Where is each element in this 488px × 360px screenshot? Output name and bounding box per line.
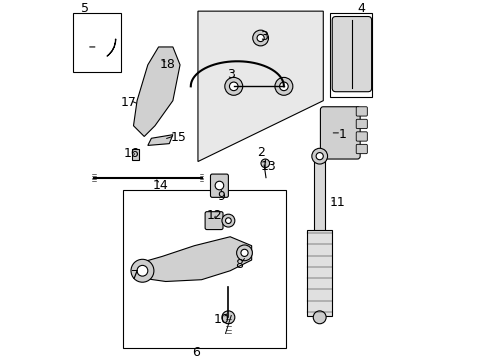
Circle shape <box>261 159 269 168</box>
Bar <box>306 230 331 315</box>
Bar <box>330 13 371 97</box>
Circle shape <box>222 311 234 324</box>
Circle shape <box>257 35 264 42</box>
Text: 16: 16 <box>123 147 139 160</box>
Text: 2: 2 <box>256 146 264 159</box>
Text: 15: 15 <box>170 131 186 144</box>
Text: 9: 9 <box>217 190 224 203</box>
Polygon shape <box>147 135 173 145</box>
Text: 6: 6 <box>192 346 200 359</box>
Text: 1: 1 <box>338 128 346 141</box>
Circle shape <box>222 214 234 227</box>
Circle shape <box>252 30 268 46</box>
Polygon shape <box>133 47 180 136</box>
Text: 17: 17 <box>120 96 136 109</box>
Bar <box>314 156 325 231</box>
Bar <box>73 13 121 72</box>
Polygon shape <box>137 237 251 282</box>
Circle shape <box>225 218 231 224</box>
FancyBboxPatch shape <box>355 144 366 154</box>
Circle shape <box>229 82 238 91</box>
Text: 14: 14 <box>152 179 168 192</box>
Text: 5: 5 <box>81 2 89 15</box>
Polygon shape <box>198 11 323 162</box>
Circle shape <box>279 82 287 91</box>
FancyBboxPatch shape <box>210 174 228 197</box>
Circle shape <box>274 77 292 95</box>
Circle shape <box>315 153 323 160</box>
FancyBboxPatch shape <box>355 107 366 116</box>
Text: 13: 13 <box>260 161 276 174</box>
Circle shape <box>215 181 224 190</box>
Text: 11: 11 <box>329 196 345 209</box>
Text: 12: 12 <box>206 210 222 222</box>
Text: 8: 8 <box>235 258 243 271</box>
Text: 3: 3 <box>227 68 235 81</box>
Bar <box>122 190 285 348</box>
Polygon shape <box>131 149 139 160</box>
FancyBboxPatch shape <box>355 119 366 129</box>
Circle shape <box>241 249 247 256</box>
Text: 18: 18 <box>159 58 175 71</box>
Text: 4: 4 <box>356 2 364 15</box>
Circle shape <box>313 311 325 324</box>
Circle shape <box>224 77 242 95</box>
Text: 10: 10 <box>213 313 229 326</box>
FancyBboxPatch shape <box>320 107 360 159</box>
Circle shape <box>311 148 327 164</box>
FancyArrowPatch shape <box>107 39 116 56</box>
Circle shape <box>131 259 154 282</box>
FancyBboxPatch shape <box>355 132 366 141</box>
Circle shape <box>137 265 147 276</box>
FancyBboxPatch shape <box>204 212 223 230</box>
Text: 7: 7 <box>131 269 139 282</box>
Text: 3: 3 <box>260 31 267 44</box>
Circle shape <box>236 245 252 261</box>
FancyBboxPatch shape <box>331 17 371 92</box>
